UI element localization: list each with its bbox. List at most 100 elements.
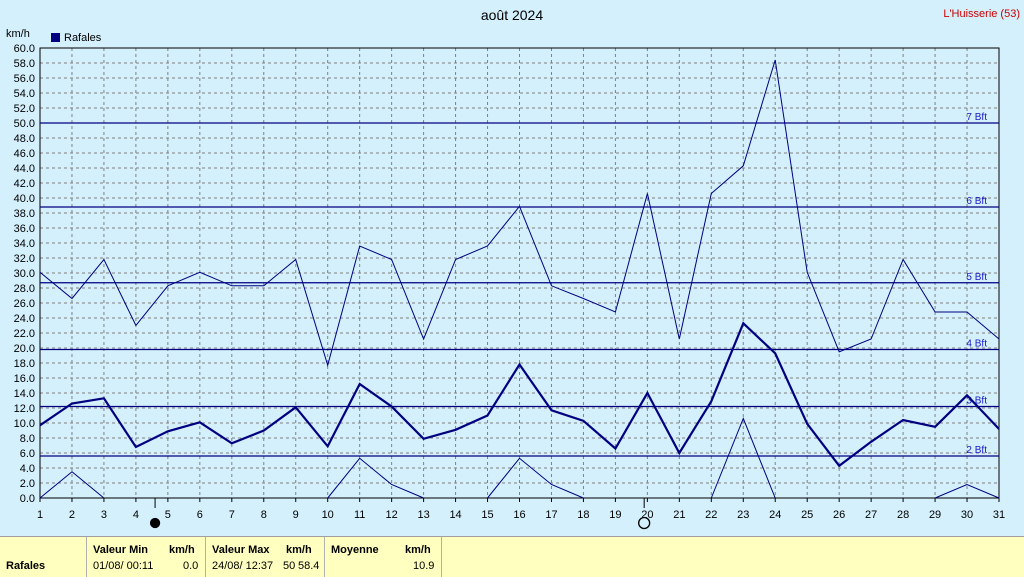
series-line-lower — [934, 483, 1000, 499]
beaufort-label: 5 Bft — [966, 272, 987, 283]
beaufort-label: 6 Bft — [966, 196, 987, 207]
avg-header: Moyenne — [331, 544, 379, 556]
x-tick-label: 8 — [261, 509, 267, 521]
beaufort-label: 3 Bft — [966, 396, 987, 407]
y-tick-label: 52.0 — [14, 103, 35, 115]
y-tick-label: 60.0 — [14, 43, 35, 55]
x-tick-label: 26 — [833, 509, 845, 521]
grid-lines — [39, 47, 1000, 499]
wind-gust-chart: août 2024 L'Huisserie (53) km/h Rafales … — [6, 7, 1020, 530]
new-moon-icon — [149, 517, 161, 529]
y-tick-label: 30.0 — [14, 268, 35, 280]
footer-label-cell: Rafales — [0, 537, 87, 577]
footer-min-cell: Valeur Min km/h 01/08/ 00:11 0.0 — [87, 537, 206, 577]
series-line-lower — [487, 457, 584, 499]
x-tick-label: 25 — [801, 509, 813, 521]
y-tick-label: 2.0 — [20, 478, 35, 490]
series-line-upper — [39, 59, 1000, 368]
min-header: Valeur Min — [93, 544, 149, 556]
x-tick-label: 22 — [705, 509, 717, 521]
x-tick-label: 10 — [322, 509, 334, 521]
y-tick-label: 26.0 — [14, 298, 35, 310]
y-tick-label: 4.0 — [20, 463, 35, 475]
max-header: Valeur Max — [212, 544, 270, 556]
y-tick-label: 8.0 — [20, 433, 35, 445]
x-tick-label: 31 — [993, 509, 1005, 521]
y-tick-label: 34.0 — [14, 238, 35, 250]
x-tick-labels: 1 2 3 4 5 6 7 8 9 10 11 12 13 14 15 16 17 18 19 20 21 22 23 24 2… — [37, 498, 1005, 521]
full-moon-icon — [638, 516, 651, 530]
max-date: 24/08/ 12:37 — [212, 560, 274, 572]
footer-row-label: Rafales — [6, 560, 46, 572]
y-axis-unit: km/h — [6, 28, 30, 40]
series-lines — [39, 59, 1000, 499]
x-tick-label: 15 — [481, 509, 493, 521]
y-tick-label: 48.0 — [14, 133, 35, 145]
y-tick-label: 28.0 — [14, 283, 35, 295]
x-tick-label: 21 — [673, 509, 685, 521]
series-line-mean — [39, 321, 1000, 468]
min-value: 0.0 — [183, 560, 199, 572]
chart-title: août 2024 — [481, 7, 543, 23]
series-line-lower — [710, 417, 776, 499]
y-tick-label: 16.0 — [14, 373, 35, 385]
x-tick-label: 23 — [737, 509, 749, 521]
y-tick-label: 14.0 — [14, 388, 35, 400]
footer-avg-cell: Moyenne km/h 10.9 — [325, 537, 442, 577]
min-unit: km/h — [169, 544, 195, 556]
x-tick-label: 19 — [609, 509, 621, 521]
legend-label: Rafales — [64, 32, 102, 44]
min-date: 01/08/ 00:11 — [93, 560, 154, 572]
x-tick-label: 1 — [37, 509, 43, 521]
y-tick-label: 0.0 — [20, 493, 35, 505]
beaufort-label: 2 Bft — [966, 445, 987, 456]
x-tick-label: 28 — [897, 509, 909, 521]
x-tick-label: 11 — [354, 509, 365, 521]
x-tick-label: 29 — [929, 509, 941, 521]
y-tick-label: 46.0 — [14, 148, 35, 160]
y-tick-labels: 0.0 2.0 4.0 6.0 8.0 10.0 12.0 14.0 16.0 18.0 20.0 2… — [14, 43, 35, 505]
y-tick-label: 22.0 — [14, 328, 35, 340]
x-tick-label: 7 — [229, 509, 235, 521]
station-label: L'Huisserie (53) — [943, 8, 1020, 20]
y-tick-label: 58.0 — [14, 58, 35, 70]
y-tick-label: 24.0 — [14, 313, 35, 325]
y-tick-label: 12.0 — [14, 403, 35, 415]
y-tick-label: 54.0 — [14, 88, 35, 100]
y-tick-label: 40.0 — [14, 193, 35, 205]
y-tick-label: 36.0 — [14, 223, 35, 235]
x-tick-label: 13 — [417, 509, 429, 521]
max-unit: km/h — [286, 544, 312, 556]
footer-max-cell: Valeur Max km/h 24/08/ 12:37 50 58.4 — [206, 537, 325, 577]
y-tick-label: 44.0 — [14, 163, 35, 175]
x-tick-label: 30 — [961, 509, 973, 521]
x-tick-label: 12 — [386, 509, 398, 521]
x-tick-label: 14 — [449, 509, 461, 521]
series-line-lower — [327, 457, 424, 499]
x-tick-label: 17 — [545, 509, 557, 521]
x-tick-label: 5 — [165, 509, 171, 521]
x-tick-label: 16 — [513, 509, 525, 521]
x-tick-label: 3 — [101, 509, 107, 521]
avg-value: 10.9 — [413, 560, 435, 572]
x-tick-label: 24 — [769, 509, 781, 521]
y-tick-label: 50.0 — [14, 118, 35, 130]
x-tick-label: 18 — [577, 509, 589, 521]
y-tick-label: 18.0 — [14, 358, 35, 370]
y-tick-label: 56.0 — [14, 73, 35, 85]
beaufort-label: 4 Bft — [966, 339, 987, 350]
y-tick-label: 42.0 — [14, 178, 35, 190]
moon-phases — [149, 498, 651, 530]
legend-swatch — [51, 33, 60, 42]
max-code: 50 — [283, 560, 296, 572]
series-line-lower — [39, 471, 105, 499]
x-tick-label: 9 — [293, 509, 299, 521]
y-tick-label: 6.0 — [20, 448, 35, 460]
x-tick-label: 27 — [865, 509, 877, 521]
y-tick-label: 20.0 — [14, 343, 35, 355]
stats-footer: Rafales Valeur Min km/h 01/08/ 00:11 0.0… — [0, 536, 1024, 577]
y-tick-label: 32.0 — [14, 253, 35, 265]
x-tick-label: 2 — [69, 509, 75, 521]
x-tick-label: 6 — [197, 509, 203, 521]
y-tick-label: 10.0 — [14, 418, 35, 430]
